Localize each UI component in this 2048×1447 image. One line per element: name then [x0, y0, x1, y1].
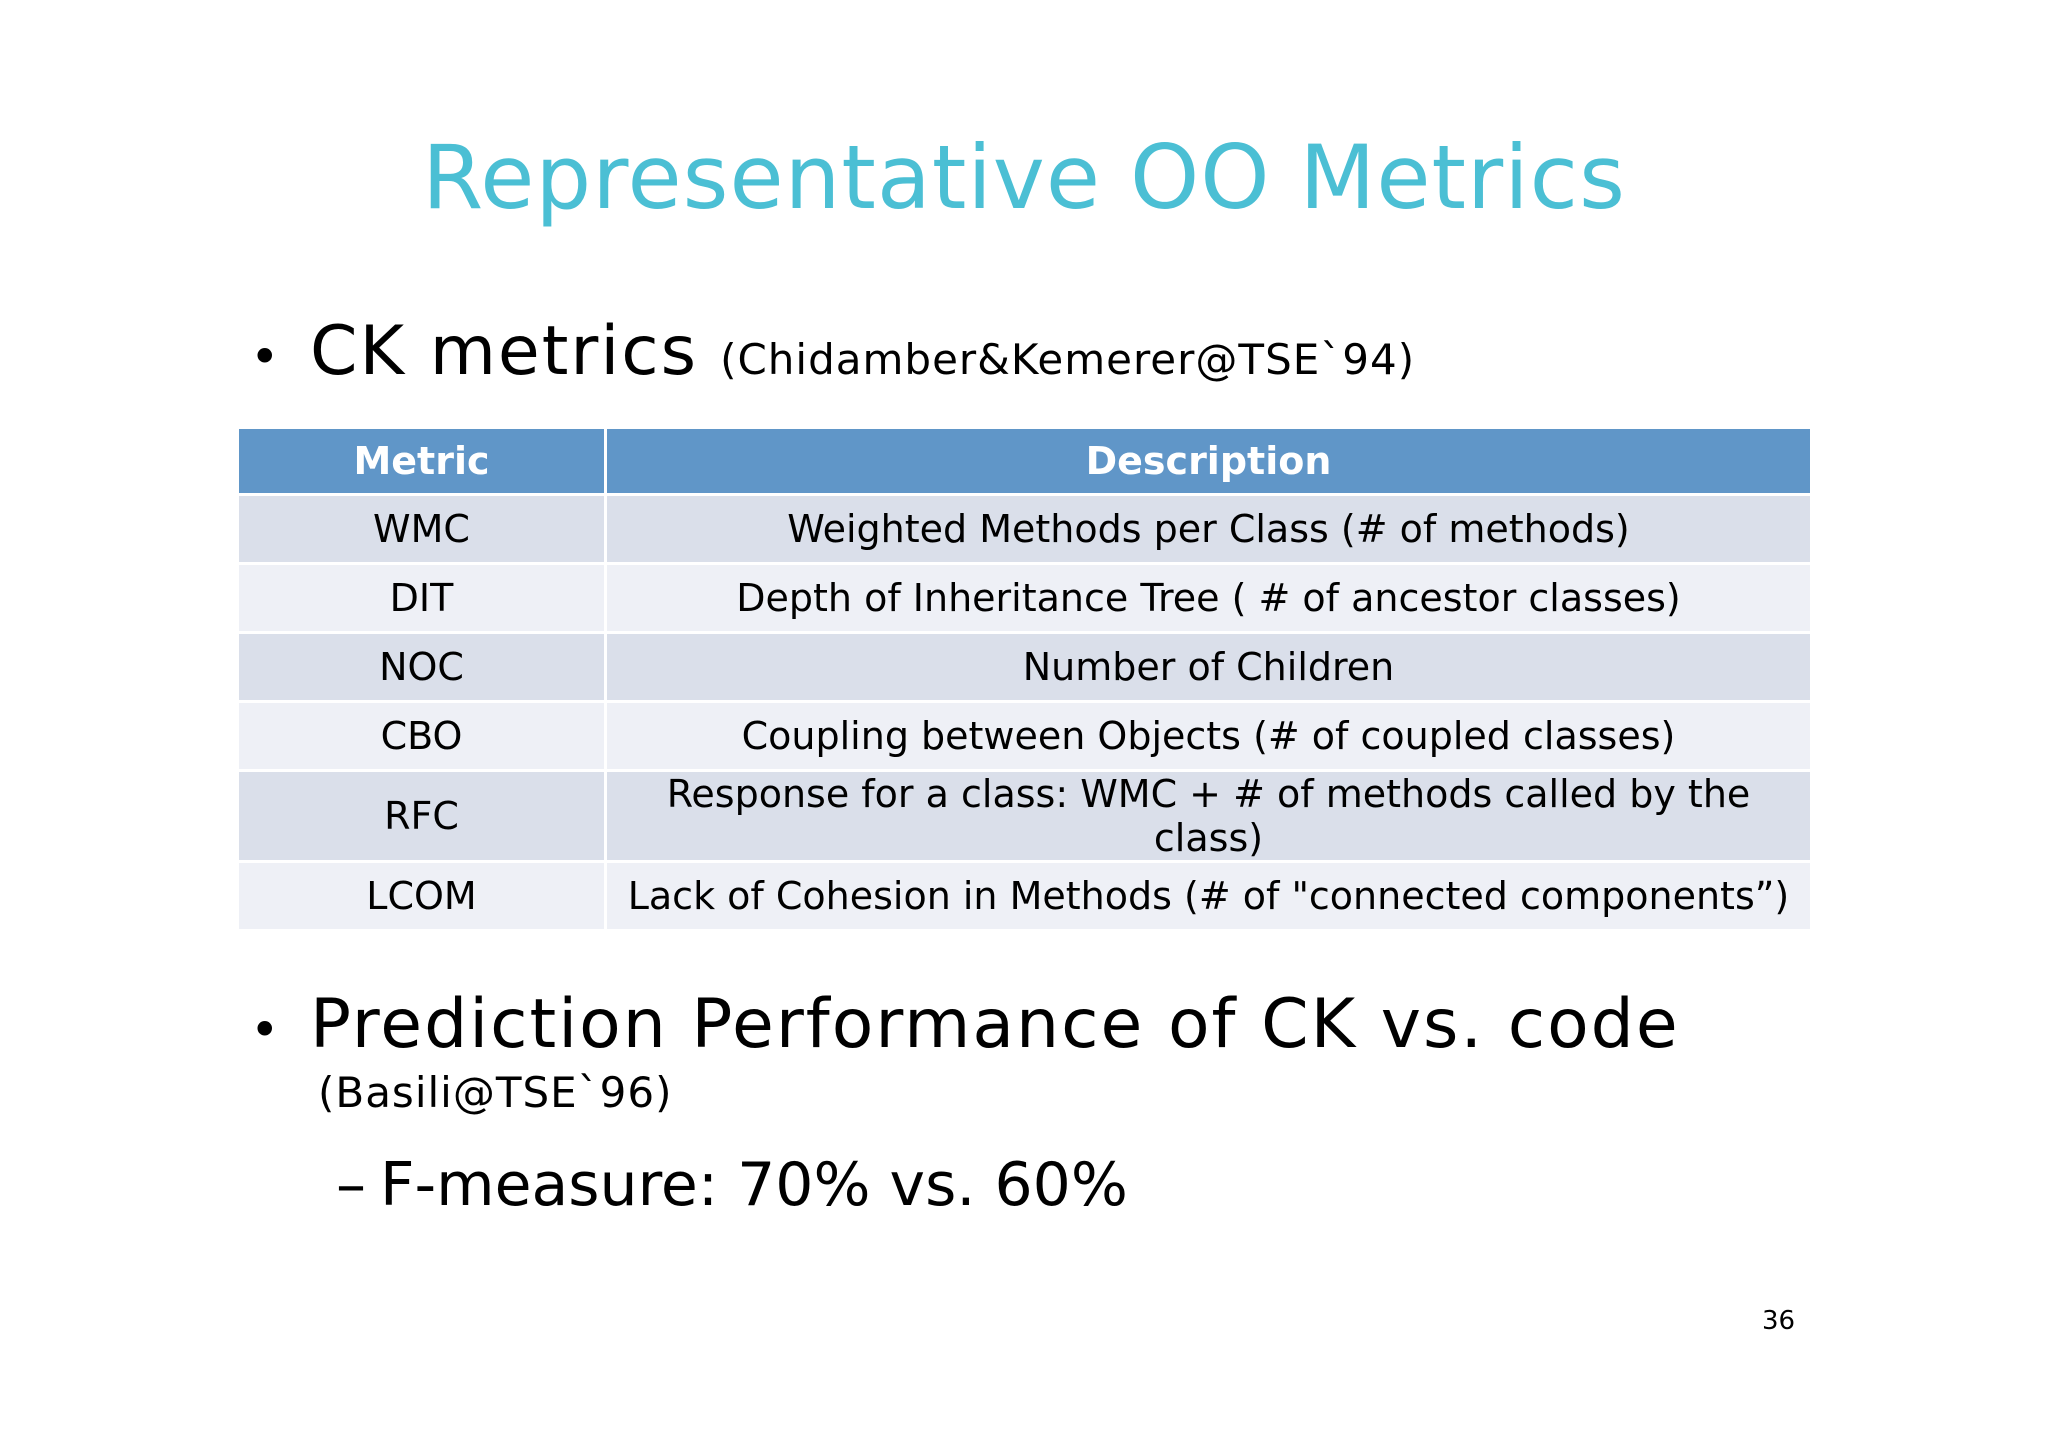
table-row: WMC Weighted Methods per Class (# of met…	[236, 493, 1813, 565]
description-cell: Number of Children	[604, 631, 1813, 703]
column-header-description: Description	[604, 426, 1813, 496]
metric-cell: LCOM	[236, 860, 607, 932]
column-header-metric: Metric	[236, 426, 607, 496]
bullet-citation: (Basili@TSE`96)	[318, 1068, 673, 1117]
bullet-marker: •	[250, 328, 280, 386]
table-header-row: Metric Description	[236, 426, 1813, 496]
description-cell: Weighted Methods per Class (# of methods…	[604, 493, 1813, 565]
bullet-text: CK metrics	[310, 312, 699, 391]
table-row: LCOM Lack of Cohesion in Methods (# of "…	[236, 860, 1813, 932]
metric-cell: WMC	[236, 493, 607, 565]
slide-title: Representative OO Metrics	[422, 126, 1626, 229]
description-cell: Coupling between Objects (# of coupled c…	[604, 700, 1813, 772]
description-cell: Depth of Inheritance Tree ( # of ancesto…	[604, 562, 1813, 634]
bullet-ck-metrics: • CK metrics (Chidamber&Kemerer@TSE`94)	[250, 312, 1415, 391]
sub-bullet-f-measure: – F-measure: 70% vs. 60%	[336, 1150, 1128, 1220]
metric-cell: NOC	[236, 631, 607, 703]
metric-cell: CBO	[236, 700, 607, 772]
page-number: 36	[1762, 1306, 1796, 1336]
bullet-citation: (Chidamber&Kemerer@TSE`94)	[720, 335, 1416, 384]
bullet-text: Prediction Performance of CK vs. code	[310, 985, 1680, 1064]
description-cell: Response for a class: WMC + # of methods…	[604, 769, 1813, 863]
sub-bullet-text: F-measure: 70% vs. 60%	[380, 1150, 1128, 1220]
table-row: CBO Coupling between Objects (# of coupl…	[236, 700, 1813, 772]
table-row: DIT Depth of Inheritance Tree ( # of anc…	[236, 562, 1813, 634]
description-cell: Lack of Cohesion in Methods (# of "conne…	[604, 860, 1813, 932]
sub-bullet-marker: –	[336, 1150, 366, 1220]
bullet-marker: •	[250, 1001, 280, 1059]
table-row: RFC Response for a class: WMC + # of met…	[236, 769, 1813, 863]
table-row: NOC Number of Children	[236, 631, 1813, 703]
bullet-prediction-performance: • Prediction Performance of CK vs. code	[250, 985, 1680, 1064]
metric-cell: DIT	[236, 562, 607, 634]
ck-metrics-table: Metric Description WMC Weighted Methods …	[236, 426, 1813, 932]
metric-cell: RFC	[236, 769, 607, 863]
